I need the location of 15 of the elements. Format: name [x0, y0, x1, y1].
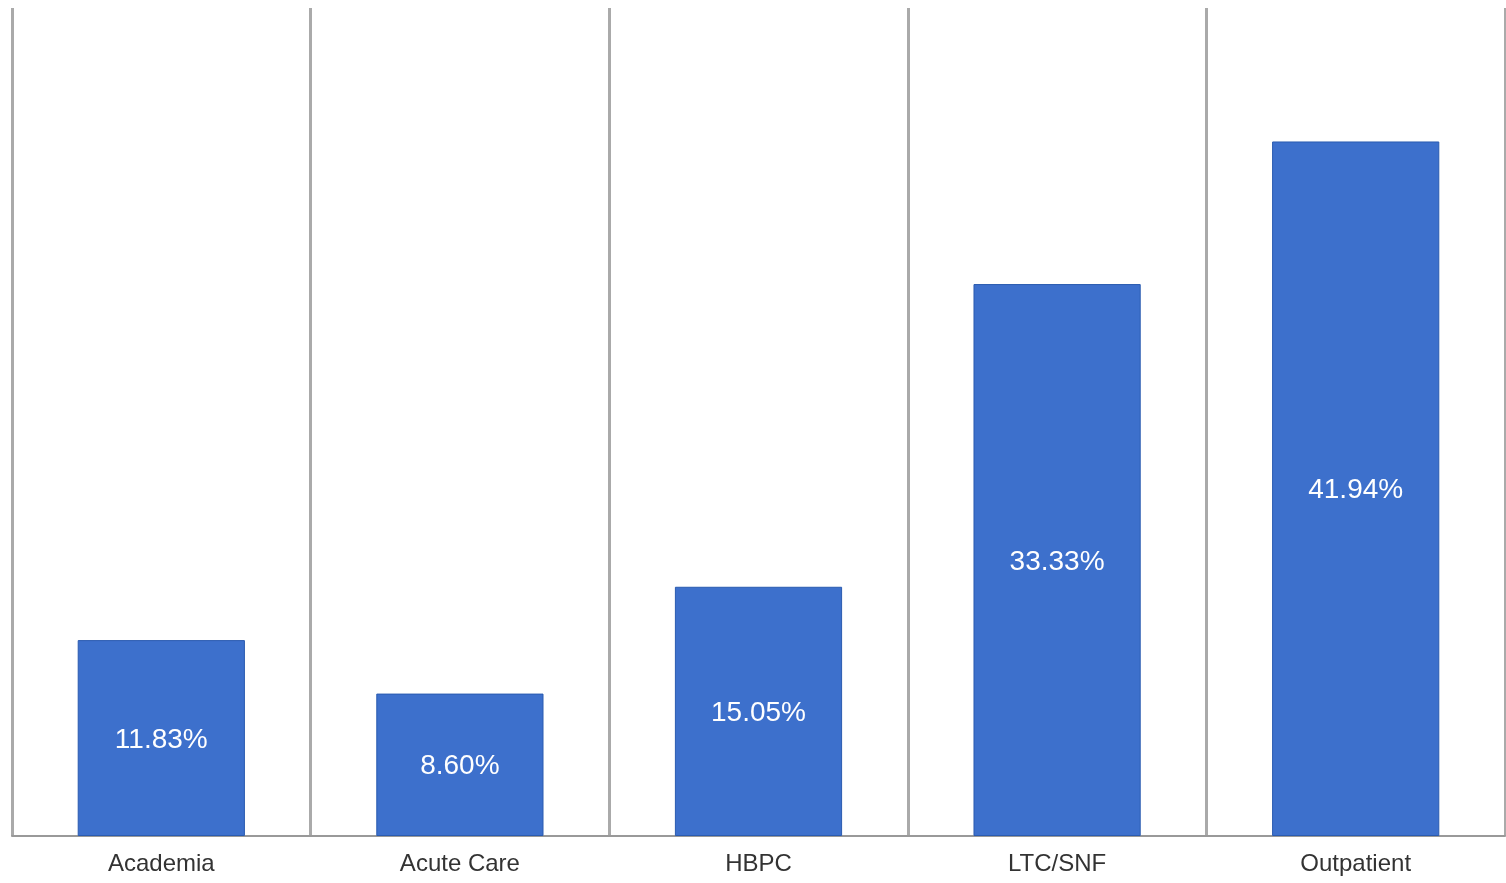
x-tick-label: LTC/SNF	[1007, 848, 1107, 876]
bar	[973, 284, 1141, 836]
data-label: 33.33%	[1009, 544, 1105, 576]
bar	[1272, 141, 1440, 836]
bar	[77, 640, 245, 836]
x-tick-label: HBPC	[725, 848, 792, 876]
data-label: 15.05%	[711, 695, 806, 727]
bar	[674, 586, 843, 836]
data-label: 11.83%	[114, 722, 208, 754]
x-tick-label: Outpatient	[1300, 848, 1412, 876]
data-label: 8.60%	[420, 749, 500, 781]
data-label: 41.94%	[1308, 473, 1404, 505]
x-tick-label: Academia	[107, 848, 216, 876]
bar	[376, 693, 544, 836]
x-tick-label: Acute Care	[399, 848, 520, 876]
